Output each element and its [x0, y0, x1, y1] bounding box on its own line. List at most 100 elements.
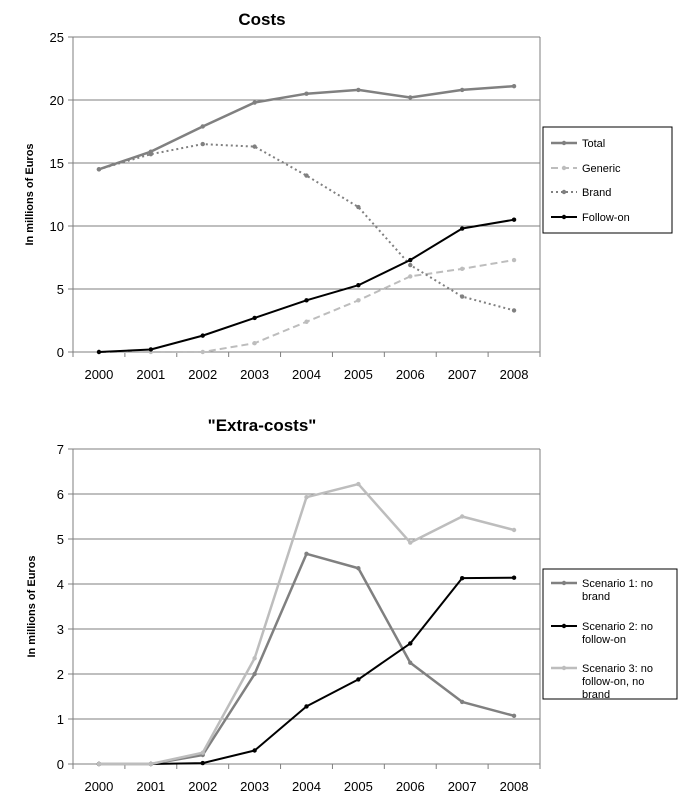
legend: Scenario 1: no brand Scenario 2: no follow-… [542, 568, 678, 701]
data-point [459, 514, 465, 519]
data-point [408, 540, 413, 545]
series-line-3 [98, 482, 515, 766]
legend-box [542, 568, 678, 700]
data-point [511, 308, 517, 313]
x-tick-label: 2005 [344, 367, 373, 382]
data-point [96, 349, 102, 355]
data-point [252, 340, 257, 346]
data-point [511, 217, 517, 222]
data-point [356, 677, 361, 682]
data-point [252, 144, 257, 149]
y-axis-label: In millions of Euros [24, 143, 36, 245]
data-point [356, 481, 361, 487]
data-point [148, 151, 154, 157]
y-tick-label: 5 [57, 282, 64, 297]
legend-marker [561, 665, 567, 671]
series-line-3 [98, 143, 515, 312]
chart-title: Costs [238, 10, 285, 29]
series-line-1 [98, 552, 515, 766]
data-point [304, 298, 309, 303]
data-point [200, 760, 205, 766]
data-point [511, 527, 517, 533]
data-point [459, 575, 465, 581]
legend-marker [561, 623, 567, 629]
data-point [408, 95, 413, 100]
data-point [511, 257, 517, 263]
data-point [252, 315, 257, 321]
data-point [148, 761, 154, 767]
y-tick-label: 0 [57, 757, 64, 772]
x-tick-label: 2007 [448, 779, 477, 794]
y-tick-label: 15 [50, 156, 64, 171]
y-tick-label: 10 [50, 219, 64, 234]
x-tick-label: 2001 [136, 367, 165, 382]
series-line-2 [98, 259, 515, 353]
data-point [200, 349, 205, 355]
data-point [200, 141, 205, 147]
data-point [200, 333, 205, 338]
data-point [252, 100, 257, 105]
data-point [148, 347, 154, 352]
x-tick-label: 2007 [448, 367, 477, 382]
series-line-1 [98, 84, 515, 171]
series-line-4 [98, 218, 515, 353]
y-tick-label: 7 [57, 442, 64, 457]
x-tick-label: 2001 [136, 779, 165, 794]
y-tick-label: 5 [57, 532, 64, 547]
data-point [252, 748, 257, 753]
x-tick-label: 2002 [188, 367, 217, 382]
data-point [304, 551, 309, 557]
data-point [408, 257, 413, 263]
data-point [356, 87, 361, 93]
data-point [96, 167, 102, 172]
data-point [304, 319, 309, 324]
data-point [96, 761, 102, 767]
x-tick-label: 2003 [240, 779, 269, 794]
legend-label: Generic [582, 163, 621, 175]
x-tick-label: 2006 [396, 367, 425, 382]
data-point [408, 274, 413, 279]
y-axis-label: In millions of Euros [26, 555, 38, 657]
data-point [252, 656, 257, 661]
data-point [252, 671, 257, 677]
data-point [459, 226, 465, 231]
x-tick-label: 2002 [188, 779, 217, 794]
data-point [459, 87, 465, 93]
y-tick-label: 3 [57, 622, 64, 637]
data-point [408, 262, 413, 268]
data-point [511, 83, 517, 89]
legend-label: Total [582, 138, 605, 150]
data-point [200, 750, 205, 755]
data-point [511, 713, 517, 719]
x-tick-label: 2006 [396, 779, 425, 794]
legend-marker [561, 580, 567, 586]
x-tick-label: 2000 [84, 779, 113, 794]
legend: Total Generic Brand Follow-on [542, 126, 673, 234]
x-tick-label: 2004 [292, 367, 321, 382]
legend-marker [561, 165, 567, 171]
y-tick-label: 2 [57, 667, 64, 682]
series-line-2 [98, 576, 515, 765]
y-tick-label: 1 [57, 712, 64, 727]
legend-label: Scenario 1: no brand [582, 578, 653, 603]
legend-marker [561, 189, 567, 195]
chart-2: "Extra-costs" 0 1 2 3 4 5 6 7 2000 2001 2002 2003 200… [26, 416, 678, 794]
data-point [511, 575, 517, 580]
chart-title: "Extra-costs" [208, 416, 317, 435]
data-point [356, 298, 361, 303]
legend-marker [561, 214, 567, 220]
data-point [200, 124, 205, 129]
data-point [356, 283, 361, 288]
legend-label: Follow-on [582, 212, 630, 224]
y-tick-label: 0 [57, 345, 64, 360]
data-point [459, 699, 465, 705]
data-point [304, 494, 309, 500]
data-point [304, 91, 309, 96]
chart-1: Costs 0 5 10 15 20 25 2000 2001 2002 2003 2004 2005 2… [24, 10, 673, 382]
data-point [459, 266, 465, 272]
y-tick-label: 4 [57, 577, 64, 592]
x-tick-label: 2005 [344, 779, 373, 794]
legend-label: Scenario 3: no follow-on, no brand [582, 663, 653, 701]
y-tick-label: 20 [50, 93, 64, 108]
